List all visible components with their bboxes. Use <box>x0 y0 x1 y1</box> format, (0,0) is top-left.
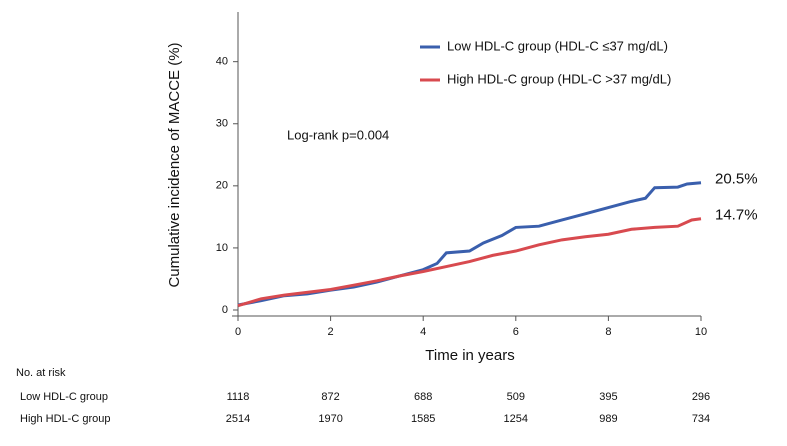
value-label: 20.5% <box>715 171 758 188</box>
x-tick-label: 2 <box>328 326 334 338</box>
x-tick-label: 10 <box>695 326 707 338</box>
risk-count: 2514 <box>226 413 250 425</box>
y-tick-label: 0 <box>222 304 228 316</box>
risk-count: 1254 <box>504 413 528 425</box>
value-label: 14.7% <box>715 207 758 224</box>
risk-count: 1118 <box>227 391 250 403</box>
risk-count: 296 <box>692 391 710 403</box>
series-line <box>237 217 702 308</box>
annotation: Log-rank p=0.004 <box>287 127 389 142</box>
legend-label: Low HDL-C group (HDL-C ≤37 mg/dL) <box>447 38 668 53</box>
x-axis-label: Time in years <box>425 347 514 364</box>
risk-count: 688 <box>414 391 432 403</box>
x-tick-label: 8 <box>605 326 611 338</box>
y-tick-label: 20 <box>216 180 228 192</box>
x-tick-label: 0 <box>235 326 241 338</box>
y-tick-label: 40 <box>216 56 228 68</box>
risk-count: 872 <box>321 391 339 403</box>
x-tick-label: 6 <box>513 326 519 338</box>
risk-row-name: High HDL-C group <box>20 413 110 425</box>
risk-table-title: No. at risk <box>16 367 66 379</box>
risk-count: 1585 <box>411 413 435 425</box>
risk-row-name: Low HDL-C group <box>20 391 108 403</box>
legend-label: High HDL-C group (HDL-C >37 mg/dL) <box>447 71 671 86</box>
series-line <box>237 181 702 307</box>
x-tick-label: 4 <box>420 326 426 338</box>
risk-count: 395 <box>599 391 617 403</box>
risk-count: 1970 <box>318 413 342 425</box>
y-axis-label: Cumulative incidence of MACCE (%) <box>166 42 183 287</box>
y-tick-label: 30 <box>216 118 228 130</box>
risk-count: 734 <box>692 413 710 425</box>
risk-count: 509 <box>507 391 525 403</box>
risk-count: 989 <box>599 413 617 425</box>
y-tick-label: 10 <box>216 242 228 254</box>
